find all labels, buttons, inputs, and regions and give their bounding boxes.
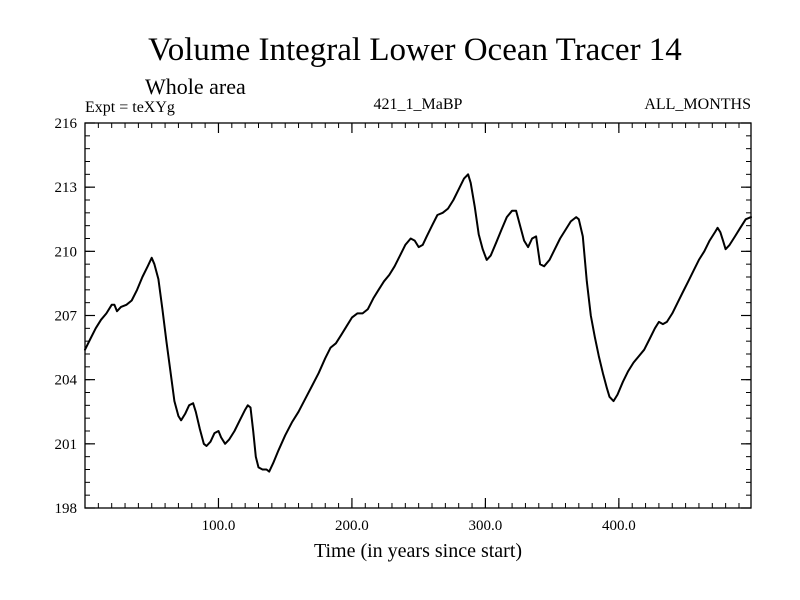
run-label: 421_1_MaBP <box>374 96 463 113</box>
x-tick-label: 300.0 <box>469 518 503 534</box>
y-tick-label: 210 <box>55 244 78 260</box>
data-series <box>84 173 752 473</box>
y-tick-label: 201 <box>55 437 78 453</box>
y-tick-label: 216 <box>55 116 78 132</box>
experiment-label: Expt = teXYg <box>85 99 175 116</box>
plot-frame <box>84 122 752 509</box>
series-line <box>84 173 752 473</box>
x-tick-label: 400.0 <box>602 518 636 534</box>
months-label: ALL_MONTHS <box>644 96 751 113</box>
axes: 100.0 200.0 300.0 400.0 198 201 204 207 210 213 21… <box>55 116 751 534</box>
chart-title: Volume Integral Lower Ocean Tracer 14 <box>148 32 682 68</box>
y-tick-label: 198 <box>55 501 78 517</box>
x-axis-label: Time (in years since start) <box>314 540 522 562</box>
x-tick-label: 100.0 <box>202 518 236 534</box>
y-tick-label: 204 <box>55 373 78 389</box>
y-tick-label: 213 <box>55 180 78 196</box>
x-tick-label: 200.0 <box>335 518 369 534</box>
chart-subtitle: Whole area <box>145 74 246 99</box>
y-tick-label: 207 <box>55 309 78 325</box>
